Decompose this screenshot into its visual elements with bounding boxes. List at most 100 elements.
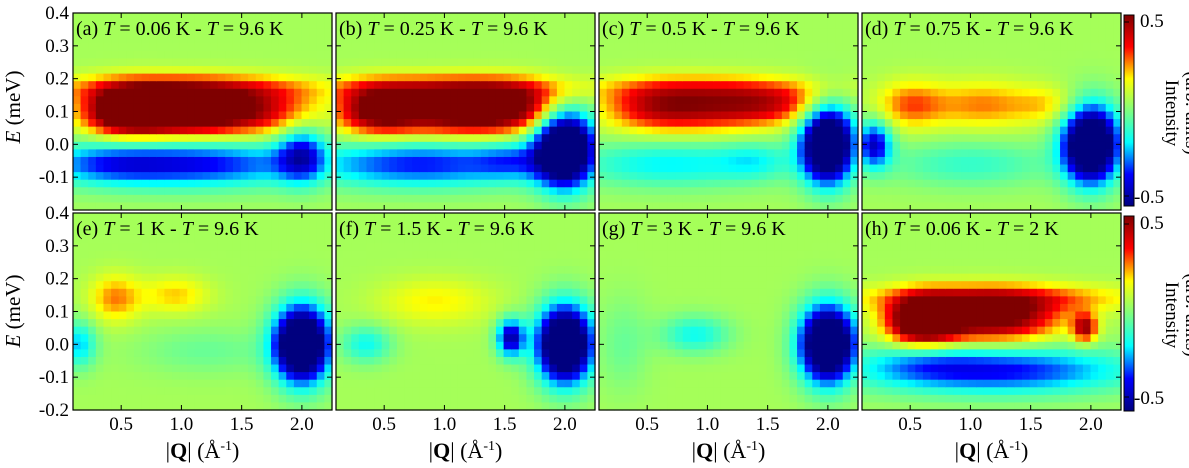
heatmap-cell	[419, 187, 429, 196]
heatmap-cell	[1052, 149, 1061, 158]
heatmap-cell	[225, 402, 234, 411]
heatmap-cell	[374, 58, 383, 67]
heatmap-cell	[877, 81, 886, 90]
heatmap-cell	[293, 13, 303, 22]
heatmap-cell	[358, 164, 368, 173]
heatmap-cell	[111, 149, 120, 158]
heatmap-cell	[587, 28, 596, 37]
heatmap-cell	[172, 149, 181, 158]
heatmap-cell	[758, 35, 768, 44]
heatmap-cell	[126, 66, 135, 75]
heatmap-cell	[225, 119, 234, 128]
y-tick-label: 0.3	[45, 236, 69, 257]
heatmap-cell	[518, 202, 528, 211]
heatmap-cell	[141, 402, 150, 411]
heatmap-cell	[922, 103, 932, 113]
heatmap-cell	[1082, 156, 1092, 166]
heatmap-cell	[396, 35, 406, 44]
heatmap-cell	[435, 228, 444, 237]
heatmap-cell	[149, 326, 158, 335]
heatmap-cell	[766, 50, 775, 60]
heatmap-cell	[713, 13, 722, 22]
heatmap-cell	[976, 28, 985, 37]
heatmap-cell	[1006, 141, 1015, 150]
heatmap-cell	[232, 73, 242, 82]
heatmap-cell	[1052, 88, 1061, 97]
heatmap-cell	[766, 58, 775, 67]
heatmap-cell	[248, 356, 257, 366]
heatmap-cell	[156, 402, 166, 411]
heatmap-cell	[194, 141, 204, 150]
heatmap-cell	[358, 50, 368, 60]
heatmap-cell	[743, 134, 752, 143]
heatmap-cell	[396, 364, 406, 373]
heatmap-cell	[983, 43, 993, 52]
heatmap-cell	[495, 35, 505, 44]
heatmap-cell	[141, 220, 150, 229]
heatmap-cell	[1075, 202, 1084, 211]
heatmap-cell	[73, 43, 82, 52]
heatmap-cell	[225, 243, 234, 252]
heatmap-cell	[812, 202, 821, 211]
heatmap-cell	[358, 202, 368, 211]
heatmap-cell	[518, 187, 528, 196]
heatmap-cell	[248, 372, 257, 381]
heatmap-cell	[232, 111, 242, 120]
heatmap-cell	[766, 187, 775, 196]
heatmap-cell	[518, 81, 528, 90]
heatmap-cell	[511, 119, 520, 128]
heatmap-cell	[232, 187, 242, 196]
heatmap-cell	[667, 28, 676, 37]
heatmap-cell	[427, 13, 436, 22]
heatmap-cell	[217, 88, 226, 97]
heatmap-cell	[194, 126, 204, 135]
heatmap-cell	[473, 35, 482, 44]
heatmap-cell	[435, 96, 444, 105]
heatmap-cell	[358, 235, 368, 244]
heatmap-cell	[172, 288, 181, 297]
heatmap-cell	[103, 243, 112, 252]
heatmap-cell	[240, 303, 249, 313]
heatmap-cell	[263, 172, 272, 181]
heatmap-cell	[210, 326, 219, 335]
heatmap-cell	[80, 43, 89, 52]
heatmap-cell	[473, 149, 482, 158]
heatmap-cell	[819, 13, 829, 22]
heatmap-cell	[450, 73, 459, 82]
heatmap-cell	[202, 35, 211, 44]
heatmap-cell	[1082, 96, 1092, 105]
heatmap-cell	[564, 179, 573, 188]
heatmap-cell	[495, 13, 505, 22]
heatmap-cell	[549, 156, 558, 166]
heatmap-cell	[225, 202, 234, 211]
heatmap-cell	[690, 81, 699, 90]
heatmap-cell	[1044, 13, 1054, 22]
heatmap-cell	[991, 20, 1000, 29]
heatmap-cell	[88, 372, 97, 381]
heatmap-cell	[465, 149, 474, 158]
heatmap-cell	[572, 164, 581, 173]
heatmap-cell	[248, 349, 257, 358]
heatmap-cell	[938, 149, 947, 158]
heatmap-cell	[781, 126, 791, 135]
heatmap-cell	[579, 179, 588, 188]
heatmap-cell	[621, 35, 631, 44]
heatmap-cell	[374, 50, 383, 60]
heatmap-cell	[549, 66, 558, 75]
heatmap-cell	[579, 35, 588, 44]
heatmap-cell	[774, 35, 783, 44]
heatmap-cell	[103, 266, 112, 275]
heatmap-cell	[758, 43, 768, 52]
heatmap-cell	[728, 149, 737, 158]
heatmap-cell	[293, 43, 303, 52]
heatmap-cell	[263, 364, 272, 373]
heatmap-cell	[991, 141, 1000, 150]
heatmap-cell	[652, 111, 661, 120]
heatmap-cell	[1052, 156, 1061, 166]
heatmap-cell	[690, 111, 699, 120]
heatmap-cell	[217, 296, 226, 305]
heatmap-cell	[141, 96, 150, 105]
heatmap-cell	[1105, 88, 1114, 97]
heatmap-cell	[572, 126, 581, 135]
heatmap-cell	[614, 13, 623, 22]
